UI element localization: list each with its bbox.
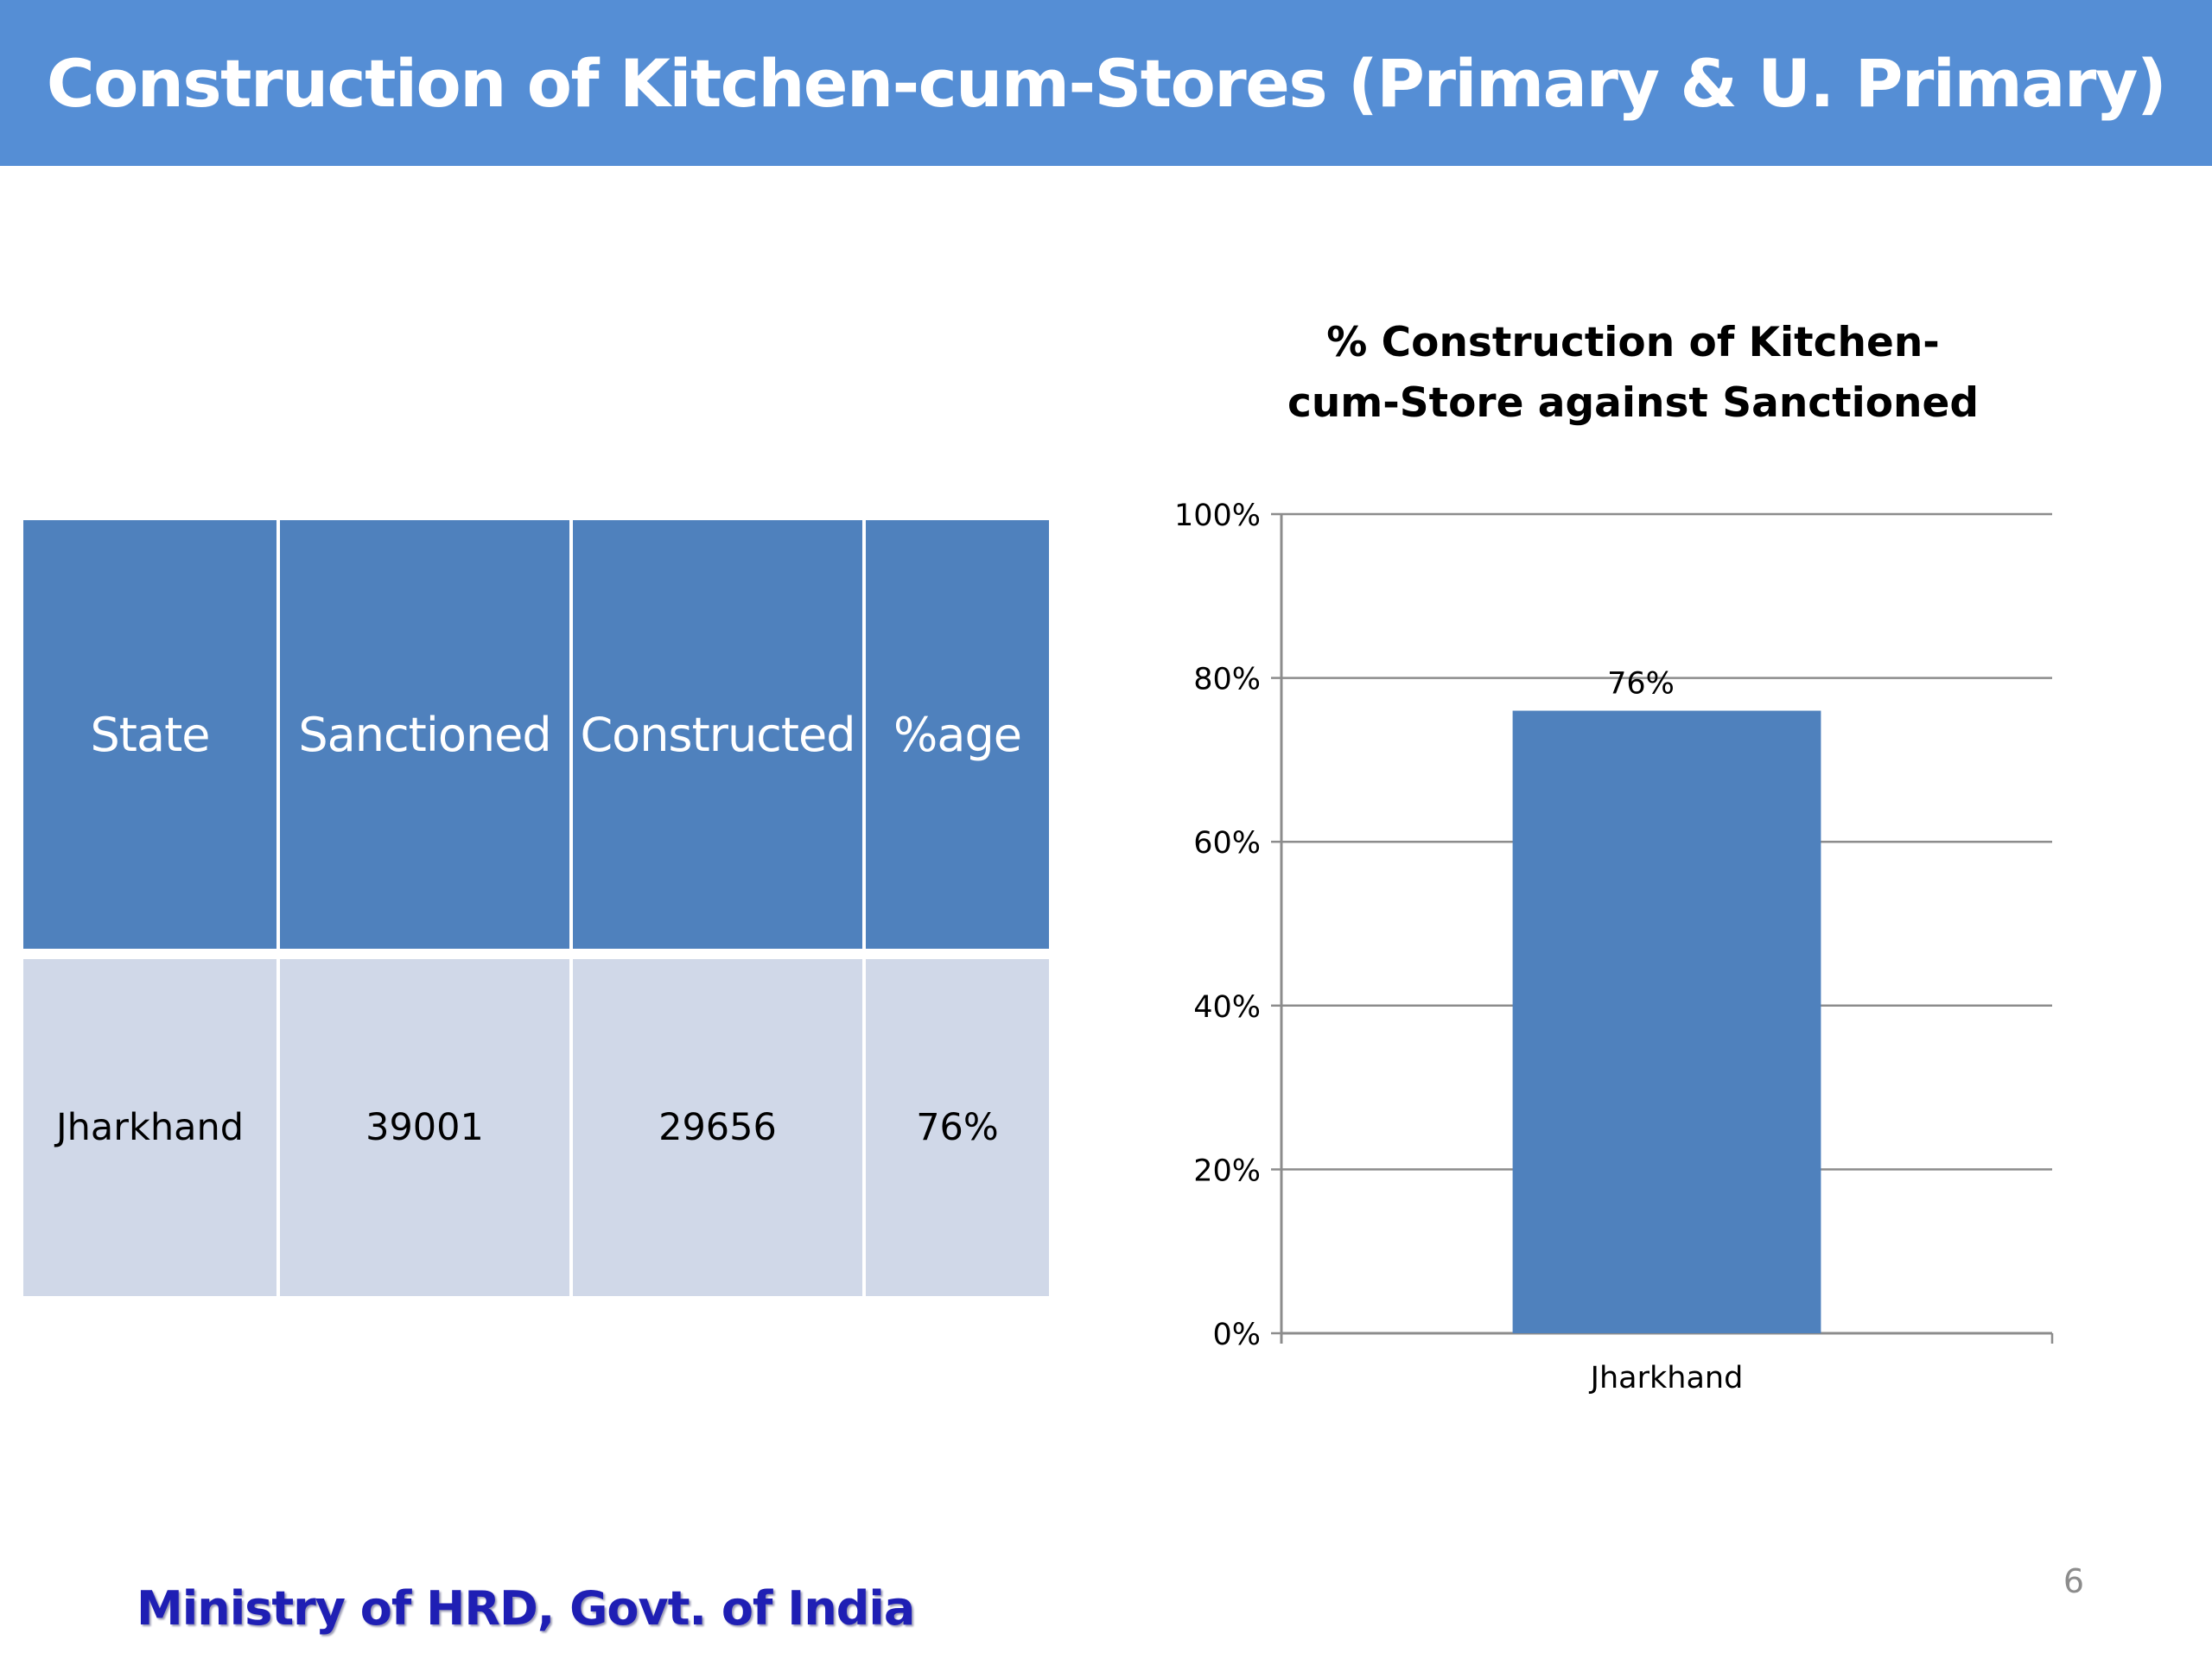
bar-data-label: 76% — [1607, 667, 1675, 702]
page-number: 6 — [2063, 1562, 2085, 1600]
chart-title: % Construction of Kitchen-cum-Store agai… — [1287, 319, 1979, 427]
y-tick-label: 100% — [1174, 499, 1261, 533]
bar-jharkhand — [1512, 710, 1821, 1333]
header-constructed: Constructed — [569, 517, 866, 956]
cell-state: Jharkhand — [20, 952, 280, 1300]
header-state: State — [20, 517, 280, 956]
table-header-row: State Sanctioned Constructed %age — [20, 517, 1052, 956]
y-tick-label: 40% — [1193, 990, 1261, 1025]
bar-chart: 0% 20% 40% 60% 80% 100% 76% Jharkhand — [1174, 499, 2054, 1395]
cell-sanctioned: 39001 — [276, 952, 573, 1300]
y-tick-label: 80% — [1193, 663, 1261, 697]
cell-constructed: 29656 — [569, 952, 866, 1300]
footer-ministry: Ministry of HRD, Govt. of India — [137, 1581, 915, 1636]
header-sanctioned: Sanctioned — [276, 517, 573, 956]
table-row: Jharkhand 39001 29656 76% — [20, 952, 1052, 1300]
header-percentage: %age — [862, 517, 1052, 956]
title-bar: Construction of Kitchen-cum-Stores (Prim… — [0, 0, 2212, 166]
y-tick-label: 0% — [1212, 1318, 1261, 1352]
slide-title: Construction of Kitchen-cum-Stores (Prim… — [46, 44, 2167, 122]
x-tick-label: Jharkhand — [1589, 1361, 1744, 1395]
cell-percentage: 76% — [862, 952, 1052, 1300]
y-tick-label: 60% — [1193, 826, 1261, 861]
data-table: State Sanctioned Constructed %age Jharkh… — [20, 517, 1052, 1300]
y-tick-label: 20% — [1193, 1154, 1261, 1188]
